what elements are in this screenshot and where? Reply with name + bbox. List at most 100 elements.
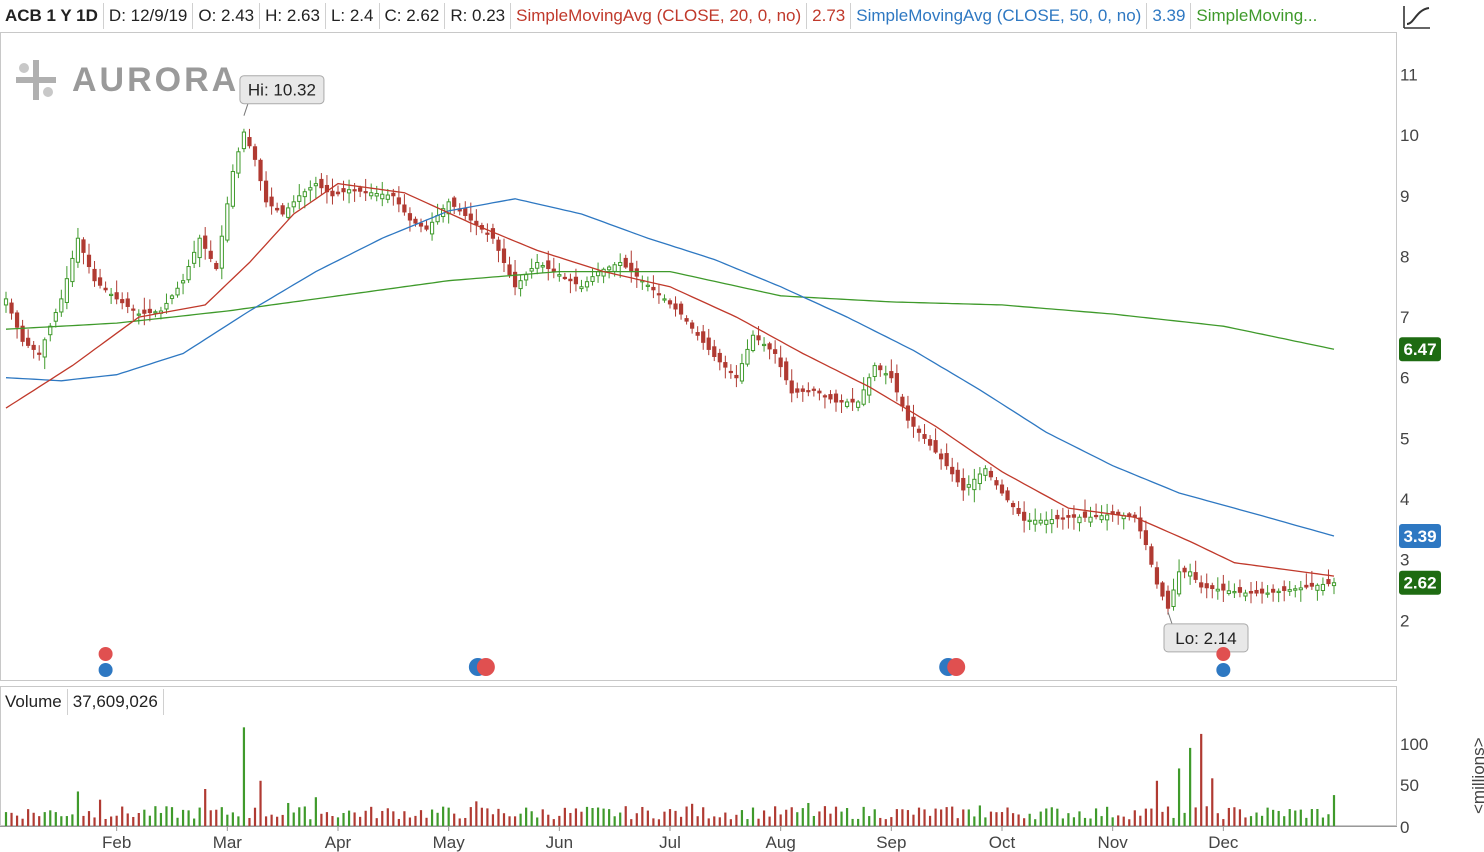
volume-bar [331, 816, 334, 826]
candle-body [1154, 567, 1160, 585]
candle-body [645, 284, 650, 287]
volume-bar [165, 806, 168, 826]
volume-bar [995, 812, 998, 826]
volume-bar [1045, 808, 1048, 826]
volume-bar [292, 812, 295, 826]
high-callout-leader [243, 103, 249, 116]
volume-bar [386, 808, 389, 826]
volume-bar [359, 816, 362, 826]
candle-body [1243, 592, 1248, 597]
candle-body [988, 470, 994, 478]
candle-body [236, 151, 241, 174]
volume-bar [1332, 795, 1336, 826]
volume-bar [624, 806, 627, 826]
volume-bar [110, 816, 113, 826]
volume-bar [923, 809, 926, 826]
volume-bar [1144, 808, 1147, 826]
volume-bar [674, 810, 677, 826]
candle-body [92, 268, 97, 282]
earnings-event-icon [947, 658, 966, 676]
cannabis-cross-logo-icon [16, 60, 56, 100]
volume-bar [746, 819, 749, 826]
x-tick-label: Apr [325, 833, 352, 852]
candle-body [1071, 514, 1077, 518]
candle-body [524, 274, 529, 281]
volume-bar [668, 809, 672, 826]
volume-bar [940, 809, 943, 826]
candle-body [557, 274, 562, 277]
open-label: O: 2.43 [193, 3, 261, 29]
high-callout-text: Hi: 10.32 [248, 81, 316, 100]
volume-bar [862, 806, 865, 826]
candle-body [579, 286, 584, 290]
volume-bar [253, 807, 257, 826]
candle-body [1016, 507, 1021, 514]
volume-bar [408, 817, 412, 826]
volume-bar [1321, 817, 1325, 826]
chart-style-button[interactable] [1400, 2, 1434, 32]
volume-panel-frame [0, 686, 1397, 826]
volume-bar [840, 811, 843, 826]
volume-bar [198, 807, 201, 826]
candle-body [667, 300, 673, 305]
volume-bar [641, 806, 644, 826]
volume-bar [1000, 812, 1004, 826]
volume-bar [1150, 808, 1153, 826]
candle-body [20, 325, 25, 342]
candle-body [346, 189, 352, 194]
sma200-legend-label[interactable]: SimpleMoving... [1196, 6, 1318, 25]
candle-body [789, 380, 794, 394]
x-tick-label: Nov [1098, 833, 1129, 852]
candle-body [1171, 589, 1176, 607]
candle-body [800, 388, 805, 392]
volume-bar [242, 727, 246, 826]
candle-body [778, 357, 783, 368]
candle-body [1105, 514, 1110, 521]
x-tick-label: Jun [546, 833, 573, 852]
volume-bar [121, 806, 124, 826]
candle-body [341, 188, 346, 193]
sma50-legend-label[interactable]: SimpleMovingAvg (CLOSE, 50, 0, no) [851, 3, 1148, 29]
candle-body [452, 197, 457, 207]
y-tick-label: 8 [1400, 247, 1409, 266]
candle-body [203, 235, 208, 249]
candle-body [180, 280, 186, 284]
volume-bar [76, 791, 80, 826]
volume-bar [1056, 808, 1059, 826]
x-tick-label: Dec [1208, 833, 1239, 852]
volume-bar [652, 818, 655, 826]
volume-tick-label: 50 [1400, 776, 1419, 795]
volume-bar [1183, 812, 1186, 826]
candle-body [883, 373, 888, 376]
candle-body [551, 268, 556, 273]
candle-body [629, 262, 634, 273]
candle-body [916, 428, 922, 433]
sma20-legend-label[interactable]: SimpleMovingAvg (CLOSE, 20, 0, no) [511, 3, 808, 29]
candle-body [319, 178, 324, 189]
candle-body [977, 473, 982, 485]
date-label: D: 12/9/19 [104, 3, 194, 29]
volume-bar [685, 806, 688, 826]
symbol-label[interactable]: ACB 1 Y 1D [0, 3, 104, 29]
volume-bar [381, 810, 384, 826]
volume-bar [430, 809, 434, 826]
x-tick-label: May [433, 833, 466, 852]
volume-bar [779, 814, 782, 826]
volume-bar [159, 812, 163, 826]
logo-text: AURORA [72, 60, 240, 99]
dividend-event-icon [1216, 663, 1231, 677]
candle-body [1088, 516, 1093, 523]
candle-body [701, 331, 706, 343]
candle-body [1232, 591, 1237, 594]
candle-body [723, 362, 728, 368]
volume-bar [1039, 811, 1042, 826]
candle-body [125, 298, 130, 307]
volume-bar [1327, 814, 1330, 826]
volume-bar [807, 802, 810, 826]
volume-bar [884, 819, 887, 826]
volume-bar [785, 809, 788, 826]
candle-body [1298, 587, 1303, 591]
volume-bar [1106, 806, 1109, 826]
candle-body [380, 193, 385, 200]
candle-body [1138, 517, 1143, 532]
